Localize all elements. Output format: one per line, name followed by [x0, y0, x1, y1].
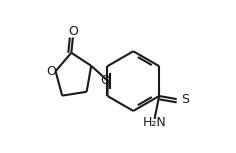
Text: O: O — [68, 25, 78, 38]
Text: O: O — [46, 65, 56, 78]
Text: H₂N: H₂N — [143, 116, 166, 129]
Text: S: S — [181, 93, 189, 106]
Text: O: O — [100, 74, 110, 87]
